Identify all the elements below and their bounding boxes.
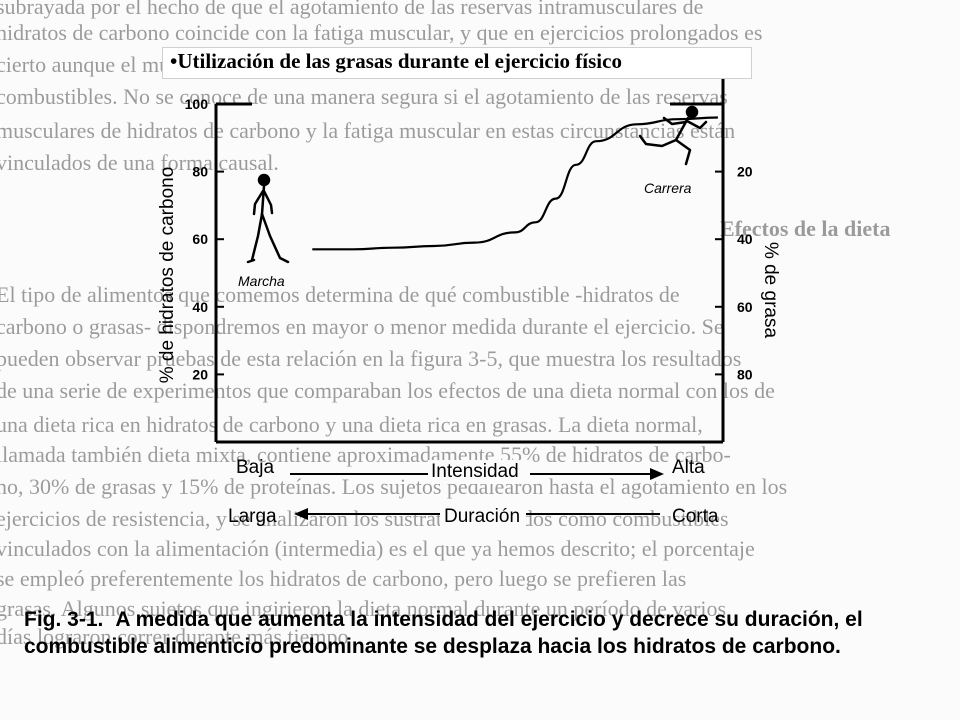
background-text-line: se empleó preferentemente los hidratos d… — [0, 566, 687, 591]
run-label: Carrera — [644, 180, 692, 196]
y-left-label: % de hidratos de carbono — [157, 167, 178, 384]
walk-label: Marcha — [238, 273, 285, 289]
background-text-line: pueden observar pruebas de esta relación… — [0, 346, 742, 371]
y-left-tick-label: 20 — [192, 366, 208, 382]
duration-arrow-head — [294, 508, 308, 520]
intensity-high-label: Alta — [672, 457, 705, 478]
background-text-line: no, 30% de grasas y 15% de proteínas. Lo… — [0, 474, 788, 499]
y-left-tick-label: 80 — [192, 164, 208, 180]
duration-long-label: Larga — [228, 506, 277, 527]
slide-title: •Utilización de las grasas durante el ej… — [170, 49, 622, 73]
figure-caption: Fig. 3-1. A medida que aumenta la intensi… — [24, 606, 924, 660]
intensity-arrow-head — [650, 468, 664, 480]
background-text-line: vinculados con la alimentación (intermed… — [0, 536, 755, 561]
intensity-low-label: Baja — [236, 457, 274, 478]
background-text-line: una dieta rica en hidratos de carbono y … — [0, 412, 703, 437]
duration-short-label: Corta — [672, 506, 719, 527]
caption-text: A medida que aumenta la intensidad del e… — [24, 608, 863, 658]
y-right-tick-label: 80 — [737, 366, 753, 382]
duration-axis-label: Duración — [444, 506, 520, 527]
background-text-line: llamada también dieta mixta, contiene ap… — [0, 442, 731, 467]
background-text-line: combustibles. No se conoce de una manera… — [0, 84, 728, 109]
y-right-label: % de grasa — [760, 242, 781, 339]
background-text-line: El tipo de alimentos que comemos determi… — [0, 282, 680, 307]
background-text-line: grasas. Algunos sujetos que ingirieron l… — [0, 596, 727, 621]
background-text-line: vinculados de una forma causal. — [0, 150, 279, 175]
title-box — [162, 47, 752, 79]
background-text-line: días lograron correr durante más tiempo — [0, 624, 349, 649]
y-right-tick-label: 60 — [737, 299, 753, 315]
walker-icon — [246, 173, 290, 264]
y-left-tick-label: 100 — [185, 96, 209, 112]
background-text-line: Efectos de la dieta — [720, 216, 891, 241]
y-left-tick-label: 60 — [192, 231, 208, 247]
runner-icon — [638, 105, 708, 166]
background-text-line: subrayada por el hecho de que el agotami… — [0, 0, 704, 19]
caption-number: Fig. 3-1. — [24, 608, 104, 631]
intensity-label-bg — [428, 460, 530, 484]
background-text-line: musculares de hidratos de carbono y la f… — [0, 118, 736, 143]
y-right-tick-label: 40 — [737, 231, 753, 247]
duration-label-bg — [440, 502, 526, 528]
background-text-line: ejercicios de resistencia, y se analizar… — [0, 506, 729, 531]
y-right-tick-label: 20 — [737, 164, 753, 180]
background-text-line: hidratos de carbono coincide con la fati… — [0, 20, 763, 45]
fuel-curve — [312, 116, 718, 251]
background-text-line: de una serie de experimentos que compara… — [0, 378, 775, 403]
background-text-line: carbono o grasas- dispondremos en mayor … — [0, 314, 724, 339]
intensity-axis-label: Intensidad — [431, 461, 519, 482]
y-left-tick-label: 40 — [192, 299, 208, 315]
